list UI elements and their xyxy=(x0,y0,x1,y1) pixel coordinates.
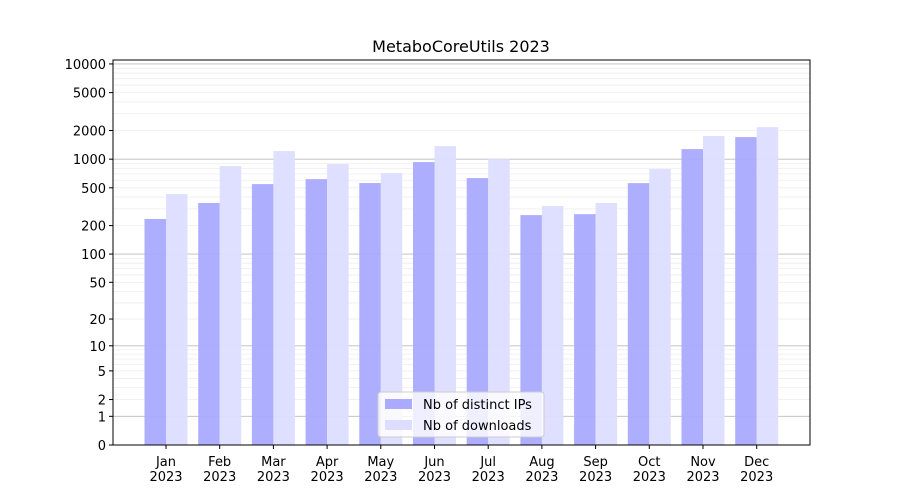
bar-downloads-2 xyxy=(273,151,295,446)
y-tick-label: 50 xyxy=(89,276,106,291)
y-tick-label: 1 xyxy=(98,410,106,425)
plot-frame xyxy=(112,59,811,446)
bar-ips-9 xyxy=(627,183,650,446)
x-tick-label: 2023 xyxy=(364,470,397,485)
legend-label-ips: Nb of distinct IPs xyxy=(423,398,532,413)
bar-downloads-0 xyxy=(166,194,188,445)
bar-ips-1 xyxy=(198,202,220,445)
x-tick-label: Apr xyxy=(316,455,339,470)
bar-downloads-11 xyxy=(756,127,779,445)
x-tick-label: 2023 xyxy=(311,470,344,485)
x-tick-label: Jun xyxy=(423,455,444,470)
x-tick-label: Jan xyxy=(155,455,176,470)
x-tick-label: Feb xyxy=(208,455,231,470)
bar-downloads-9 xyxy=(649,169,671,446)
x-tick-label: Aug xyxy=(529,455,554,470)
legend-swatch-downloads xyxy=(385,420,412,430)
y-tick-label: 20 xyxy=(89,313,106,328)
x-tick-label: 2023 xyxy=(686,470,719,485)
legend-swatch-ips xyxy=(385,399,412,409)
bar-ips-5 xyxy=(413,162,435,445)
bar-ips-6 xyxy=(466,178,489,445)
y-tick-label: 10000 xyxy=(65,58,106,73)
bar-downloads-10 xyxy=(703,136,725,445)
y-tick-label: 2 xyxy=(98,394,106,409)
x-tick-label: 2023 xyxy=(740,470,773,485)
x-tick-label: 2023 xyxy=(579,470,612,485)
bar-ips-4 xyxy=(359,183,381,446)
bar-ips-3 xyxy=(305,179,328,445)
y-tick-label: 500 xyxy=(81,182,106,197)
legend-box xyxy=(377,391,545,438)
bar-ips-11 xyxy=(735,137,757,445)
x-tick-label: Oct xyxy=(638,455,660,470)
bar-downloads-4 xyxy=(380,173,403,445)
y-tick-label: 5000 xyxy=(73,87,106,102)
bar-downloads-1 xyxy=(219,166,242,446)
bar-downloads-3 xyxy=(327,164,349,445)
x-tick-label: Nov xyxy=(690,455,716,470)
x-tick-label: 2023 xyxy=(418,470,451,485)
x-tick-label: 2023 xyxy=(257,470,290,485)
x-tick-label: Dec xyxy=(744,455,769,470)
x-tick-label: 2023 xyxy=(633,470,666,485)
x-tick-label: 2023 xyxy=(203,470,236,485)
bar-ips-0 xyxy=(144,218,166,445)
y-tick-label: 0 xyxy=(98,439,106,454)
x-tick-label: 2023 xyxy=(525,470,558,485)
bar-downloads-6 xyxy=(488,159,510,445)
y-tick-label: 200 xyxy=(81,220,106,235)
bar-ips-7 xyxy=(520,215,542,445)
legend-label-downloads: Nb of downloads xyxy=(423,419,532,434)
bar-ips-2 xyxy=(251,184,274,445)
y-tick-label: 1000 xyxy=(73,153,106,168)
bar-downloads-5 xyxy=(434,146,456,445)
y-tick-label: 5 xyxy=(98,365,106,380)
bar-downloads-8 xyxy=(595,202,618,445)
x-tick-label: Mar xyxy=(261,455,286,470)
x-tick-label: 2023 xyxy=(149,470,182,485)
x-tick-label: Sep xyxy=(583,455,608,470)
y-tick-label: 2000 xyxy=(73,125,106,140)
bar-ips-8 xyxy=(574,214,596,445)
chart-title: MetaboCoreUtils 2023 xyxy=(372,37,550,56)
x-tick-label: 2023 xyxy=(472,470,505,485)
bar-ips-10 xyxy=(681,149,703,446)
x-tick-label: Jul xyxy=(479,455,496,470)
x-tick-label: May xyxy=(367,455,394,470)
y-tick-label: 10 xyxy=(89,340,106,355)
legend: Nb of distinct IPs Nb of downloads xyxy=(377,391,545,438)
bar-downloads-7 xyxy=(541,206,564,445)
y-tick-label: 100 xyxy=(81,248,106,263)
